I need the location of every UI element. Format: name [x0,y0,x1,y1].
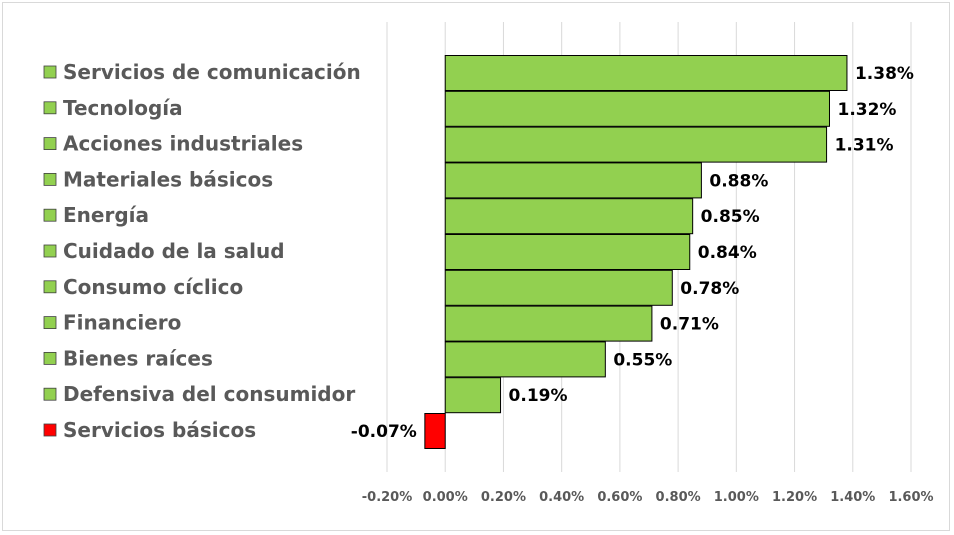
bars [424,55,848,449]
data-label: 0.19% [509,386,568,406]
legend-swatch [43,137,57,151]
legend-label: Servicios de comunicación [63,60,361,84]
x-tick-label: 1.40% [830,490,875,505]
data-labels: 1.38% 1.32% 1.31% 0.88% 0.85% 0.84% 0.78% 0.71%… [351,64,914,442]
x-tick-label: 1.60% [888,490,933,505]
x-tick-label: 1.20% [772,490,817,505]
legend-swatch [43,316,57,330]
data-label: 0.84% [698,243,757,263]
legend-label: Bienes raíces [63,346,213,370]
x-tick-label: 0.00% [423,490,468,505]
x-tick-label: 0.80% [656,490,701,505]
x-tick-label: 0.40% [539,490,584,505]
data-label: 1.32% [837,100,896,120]
legend-swatch [43,172,57,186]
legend-swatch [43,351,57,365]
bar [444,198,694,235]
legend-label: Tecnología [63,96,183,120]
bar [444,90,830,127]
x-axis-ticks: -0.20% 0.00% 0.20% 0.40% 0.60% 0.80% 1.00% 1.20… [362,490,934,505]
legend-swatch [43,244,57,258]
legend-swatch [43,423,57,437]
data-label: 1.38% [855,64,914,84]
x-tick-label: 0.60% [597,490,642,505]
bar [444,341,606,378]
data-label: 0.85% [701,207,760,227]
bar [444,377,502,414]
legend-label: Cuidado de la salud [63,239,285,263]
bar [444,55,848,91]
data-label: 0.71% [660,315,719,335]
legend: Servicios de comunicación Tecnología Accio… [43,60,361,442]
data-label: 0.78% [680,279,739,299]
legend-swatch [43,387,57,401]
legend-swatch [43,280,57,294]
legend-label: Consumo cíclico [63,275,243,299]
data-label: 0.88% [709,171,768,191]
legend-label: Materiales básicos [63,167,273,191]
bar [444,269,673,306]
legend-label: Servicios básicos [63,418,256,442]
legend-label: Energía [63,203,149,227]
data-label: -0.07% [351,422,417,442]
legend-swatch [43,101,57,115]
legend-label: Acciones industriales [63,132,303,156]
legend-swatch [43,208,57,222]
x-tick-label: 0.20% [481,490,526,505]
legend-label: Financiero [63,311,181,335]
bar [444,162,702,199]
bar [444,305,653,342]
data-label: 1.31% [835,136,894,156]
legend-label: Defensiva del consumidor [63,382,355,406]
bar [424,413,446,449]
x-tick-label: 1.00% [714,490,759,505]
bar [444,234,691,270]
legend-swatch [43,65,57,79]
x-tick-label: -0.20% [362,490,413,505]
data-label: 0.55% [613,350,672,370]
bar [444,126,828,163]
